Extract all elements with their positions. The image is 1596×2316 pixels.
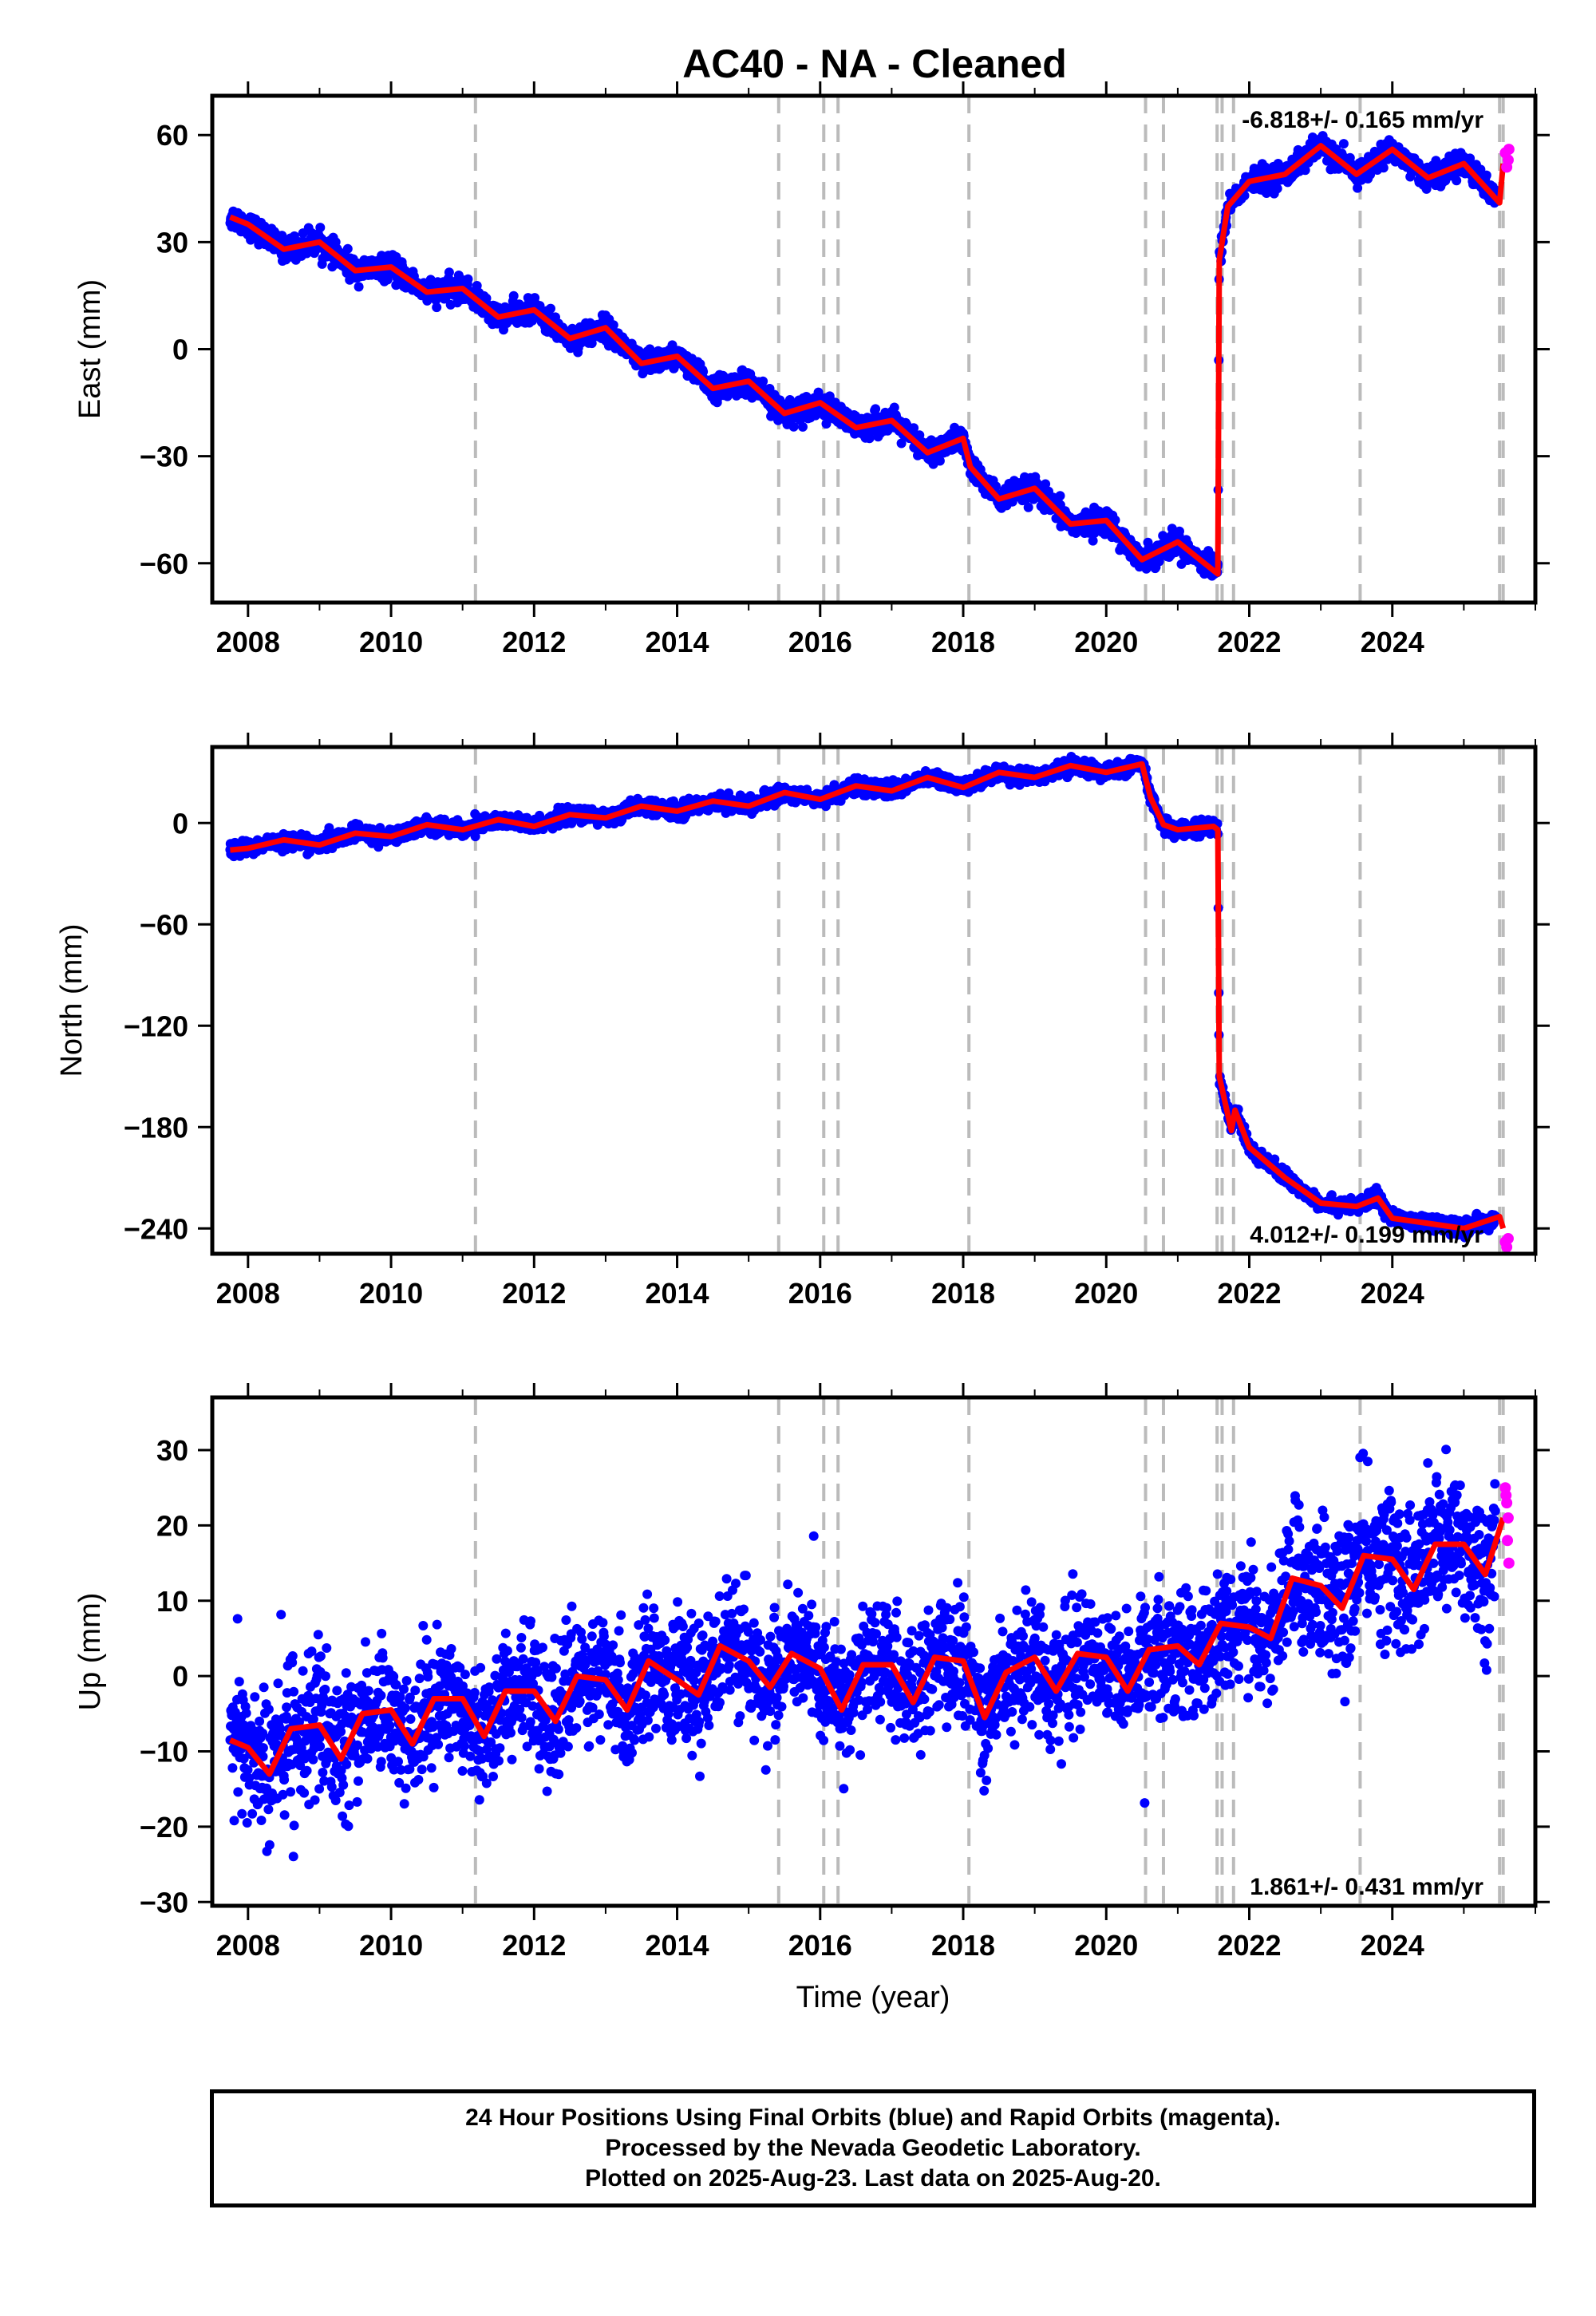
final-orbit-point <box>463 274 473 284</box>
x-tick-label: 2018 <box>931 626 995 658</box>
final-orbit-point <box>546 303 555 314</box>
final-orbit-point <box>508 290 519 301</box>
final-orbit-point <box>1175 526 1184 536</box>
final-orbit-point <box>342 243 353 254</box>
final-orbit-point <box>1465 153 1476 164</box>
x-tick-label: 2014 <box>645 626 709 658</box>
x-tick-label: 2024 <box>1361 626 1424 658</box>
final-orbit-point <box>758 376 768 386</box>
final-orbit-point <box>788 421 799 432</box>
y-axis-label: East (mm) <box>73 279 107 419</box>
y-tick-label: 60 <box>156 119 188 152</box>
final-orbit-point <box>1353 183 1363 193</box>
y-tick-label: −60 <box>140 547 188 580</box>
rapid-orbit-point <box>1503 144 1515 156</box>
y-tick-label: −30 <box>140 441 188 473</box>
x-tick-label: 2020 <box>1074 626 1138 658</box>
final-orbit-point <box>798 421 808 432</box>
final-orbit-point <box>608 320 618 330</box>
rapid-orbit-point <box>1502 154 1514 166</box>
rate-label: -6.818+/- 0.165 mm/yr <box>1242 107 1483 133</box>
final-orbit-point <box>889 402 899 413</box>
final-orbit-point <box>470 832 480 842</box>
final-orbit-point <box>1300 165 1310 176</box>
panel-north: 2008 2010 2012 2014 2016 2018 2020 2022 2024−240… <box>55 733 1550 1310</box>
final-orbit-point <box>1481 170 1491 180</box>
y-tick-label: 30 <box>156 226 188 259</box>
final-orbit-point <box>871 404 881 414</box>
figure-title: AC40 - NA - Cleaned <box>682 41 1067 86</box>
final-orbit-points <box>225 131 1501 581</box>
final-orbit-point <box>1338 139 1349 149</box>
final-orbit-point <box>896 438 907 449</box>
final-orbit-point <box>1378 163 1389 173</box>
final-orbit-point <box>934 456 945 466</box>
final-orbit-point <box>315 223 326 233</box>
final-orbit-point <box>444 267 454 278</box>
model-curve <box>229 143 1507 577</box>
final-orbit-point <box>354 282 364 292</box>
final-orbit-point <box>1041 479 1051 489</box>
final-orbit-point <box>1452 176 1462 186</box>
final-orbit-point <box>324 823 334 833</box>
final-orbit-point <box>1088 536 1098 546</box>
final-orbit-point <box>1110 515 1120 525</box>
final-orbit-point <box>1476 164 1486 175</box>
x-tick-label: 2008 <box>216 626 280 658</box>
y-tick-label: 0 <box>172 334 188 366</box>
final-orbit-point <box>432 302 442 313</box>
x-tick-label: 2012 <box>502 626 566 658</box>
final-orbit-point <box>1055 491 1065 501</box>
x-tick-label: 2022 <box>1217 626 1281 658</box>
x-tick-label: 2010 <box>359 626 423 658</box>
final-orbit-point <box>909 423 919 433</box>
final-orbit-point <box>1167 524 1177 534</box>
panel-east: 2008 2010 2012 2014 2016 2018 2020 2022 2024 −60 −… <box>73 81 1550 658</box>
final-orbit-point <box>991 481 1001 492</box>
final-orbit-point <box>1023 502 1033 512</box>
final-orbit-point <box>1272 184 1282 194</box>
final-orbit-point <box>821 419 832 429</box>
x-tick-label: 2016 <box>788 626 852 658</box>
